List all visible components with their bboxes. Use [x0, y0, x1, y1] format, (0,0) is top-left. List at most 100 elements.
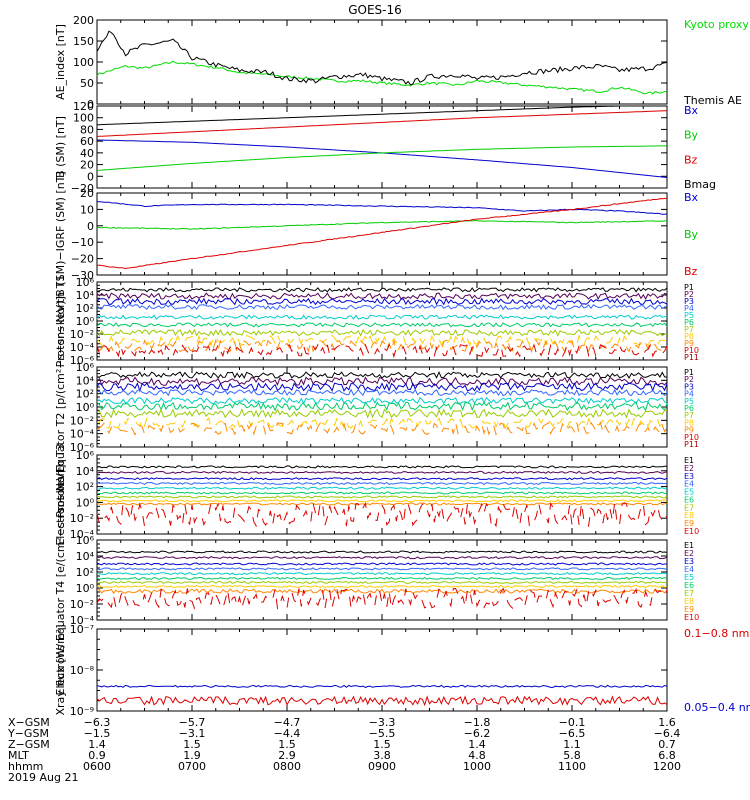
series-line	[96, 60, 668, 95]
legend-label: E8	[684, 597, 694, 606]
legend-label: P5	[684, 397, 694, 406]
footer-value: 1.4	[468, 738, 486, 751]
y-axis-label: Protons North T1	[54, 275, 67, 368]
y-axis-label: AE_index [nT]	[54, 24, 67, 100]
y-tick-label: 10²	[76, 388, 94, 401]
legend-label: Kyoto proxy AE	[684, 18, 750, 31]
legend-label: P4	[684, 390, 694, 399]
series-line	[96, 401, 668, 412]
series-line	[97, 105, 667, 126]
legend-label: E4	[684, 565, 694, 574]
series-line	[96, 292, 668, 301]
legend-label: Bmag	[684, 178, 716, 191]
series-line	[96, 145, 668, 171]
series-line	[96, 495, 668, 499]
y-tick-label: 10	[80, 203, 94, 216]
series-line	[96, 322, 668, 328]
legend-label: E8	[684, 511, 694, 520]
series-line	[96, 370, 668, 380]
y-tick-label: 10⁻²	[70, 414, 94, 427]
panel-frame	[96, 192, 668, 276]
footer-date: 2019 Aug 21	[8, 771, 78, 784]
y-tick-label: 100	[73, 56, 94, 69]
footer-value: 6.8	[658, 749, 676, 762]
y-tick-label: 120	[73, 100, 94, 113]
series-line	[96, 556, 668, 560]
legend-label: P8	[684, 418, 694, 427]
y-tick-label: 10⁴	[76, 550, 95, 563]
legend-label: P1	[684, 368, 694, 377]
y-tick-label: 10⁻⁶	[70, 441, 95, 454]
legend-label: P1	[684, 283, 694, 292]
footer-value: 0.9	[88, 749, 106, 762]
series-line	[97, 550, 668, 554]
series-line	[96, 110, 668, 137]
footer-value: 1200	[653, 760, 681, 773]
y-tick-label: 10⁻²	[70, 598, 94, 611]
y-tick-label: 20	[80, 159, 94, 172]
series-line	[96, 421, 668, 437]
series-line	[96, 328, 668, 337]
series-line	[96, 201, 668, 215]
footer-value: 1.5	[183, 738, 201, 751]
legend-label: P7	[684, 411, 694, 420]
legend-label: E6	[684, 495, 694, 504]
legend-label: Bz	[684, 265, 698, 278]
legend-label: By	[684, 129, 699, 142]
series-line	[96, 684, 668, 688]
series-line	[96, 416, 668, 430]
legend-label: 0.05−0.4 nm	[684, 701, 750, 714]
y-tick-label: 10⁻⁴	[70, 614, 95, 627]
footer-value: −1.5	[84, 727, 111, 740]
footer-row-label: X−GSM	[8, 716, 50, 729]
series-line	[96, 501, 668, 528]
footer-value: −6.2	[464, 727, 491, 740]
footer-value: 0800	[273, 760, 301, 773]
y-tick-label: 10⁻⁴	[70, 341, 95, 354]
legend-label: E7	[684, 503, 694, 512]
footer-value: −5.5	[369, 727, 396, 740]
footer-value: 1.5	[278, 738, 296, 751]
series-line	[96, 562, 668, 566]
y-tick-label: 10²	[76, 302, 94, 315]
footer-value: 1.6	[658, 716, 676, 729]
series-line	[96, 297, 668, 306]
series-line	[96, 382, 668, 393]
series-line	[96, 338, 668, 354]
legend-label: E2	[684, 464, 694, 473]
legend-label: E5	[684, 488, 694, 497]
legend-label: E10	[684, 527, 699, 536]
y-tick-label: 10²	[76, 566, 94, 579]
legend-label: E2	[684, 549, 694, 558]
series-line	[96, 396, 668, 405]
footer-value: −1.8	[464, 716, 491, 729]
footer-value: 3.8	[373, 749, 391, 762]
footer-value: 0.7	[658, 738, 676, 751]
series-line	[96, 303, 668, 311]
series-line	[96, 30, 668, 86]
series-line	[96, 219, 668, 230]
y-tick-label: 10⁶	[76, 361, 95, 374]
legend-label: E7	[684, 589, 694, 598]
y-tick-label: −20	[71, 182, 94, 195]
footer-row-label: Y−GSM	[7, 727, 49, 740]
series-line	[96, 567, 668, 571]
y-tick-label: 10⁴	[76, 289, 95, 302]
series-line	[96, 287, 668, 293]
y-axis-label: Electrons North T3	[54, 443, 67, 545]
legend-label: P2	[684, 290, 694, 299]
y-tick-label: 10⁰	[76, 401, 95, 414]
legend-label: E1	[684, 456, 694, 465]
legend-label: E3	[684, 557, 694, 566]
legend-label: P11	[684, 440, 699, 449]
y-axis-label: B (SM) [nT]	[54, 116, 67, 178]
y-tick-label: 150	[73, 35, 94, 48]
series-line	[96, 481, 668, 486]
series-line	[96, 588, 668, 595]
panel-frame	[96, 19, 668, 105]
series-line	[96, 376, 668, 387]
footer-value: 5.8	[563, 749, 581, 762]
y-tick-label: 10⁴	[76, 465, 95, 478]
